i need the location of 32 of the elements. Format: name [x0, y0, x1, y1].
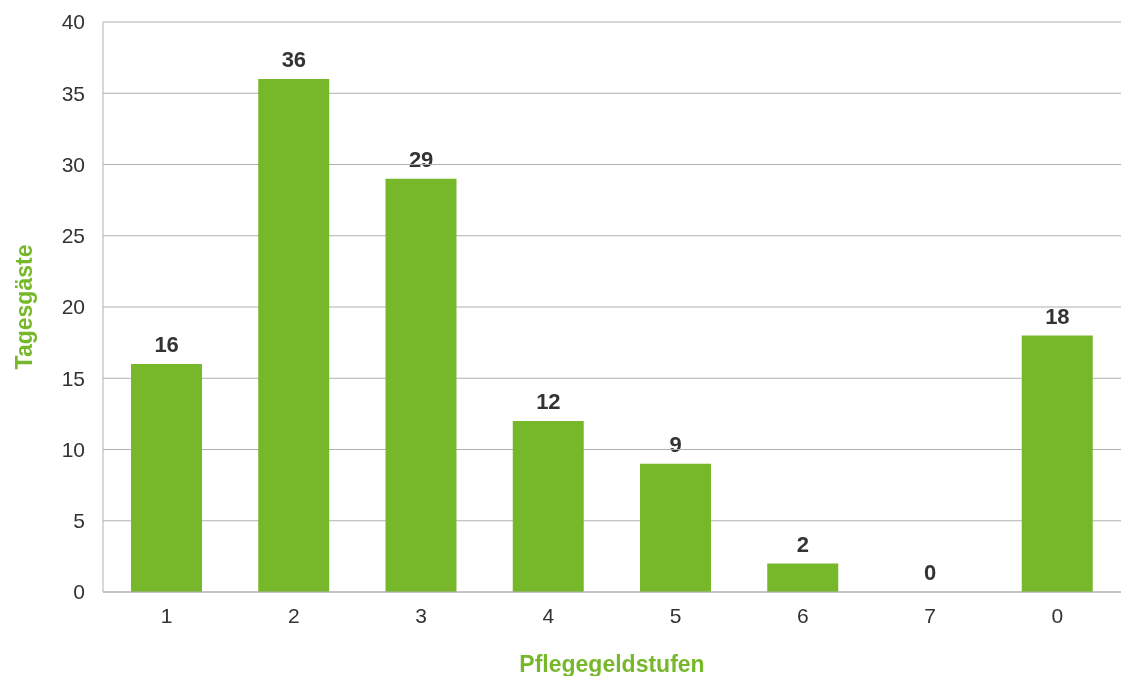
bar [258, 79, 330, 592]
x-tick-label: 5 [669, 603, 682, 627]
bar [1021, 335, 1093, 592]
data-label: 18 [1045, 303, 1070, 329]
y-tick-label: 25 [61, 224, 85, 248]
bar [385, 178, 457, 592]
bar [767, 563, 839, 592]
bar [131, 364, 202, 592]
y-tick-label: 10 [61, 437, 85, 461]
x-tick-label: 7 [924, 603, 936, 627]
y-tick-label: 0 [73, 580, 85, 604]
x-axis-title: Pflegegeldstufen [519, 651, 705, 677]
data-label: 36 [281, 47, 307, 72]
x-tick-label: 1 [160, 603, 173, 627]
x-tick-label: 4 [542, 603, 555, 627]
y-tick-label: 5 [73, 509, 85, 533]
x-tick-label: 0 [1051, 603, 1064, 627]
bar [512, 421, 584, 592]
y-tick-label: 15 [61, 366, 85, 390]
data-label: 0 [924, 560, 937, 585]
bar [640, 463, 711, 592]
data-label: 16 [154, 332, 179, 357]
data-label: 12 [536, 389, 561, 414]
y-axis-title: Tagesgäste [11, 244, 38, 370]
y-tick-label: 40 [61, 10, 85, 34]
y-tick-label: 30 [61, 152, 85, 176]
x-tick-label: 3 [415, 603, 427, 627]
y-tick-label: 35 [61, 81, 85, 105]
y-tick-label: 20 [61, 295, 85, 319]
data-label: 2 [796, 531, 809, 557]
x-tick-label: 6 [797, 603, 809, 627]
x-tick-label: 2 [288, 603, 300, 627]
